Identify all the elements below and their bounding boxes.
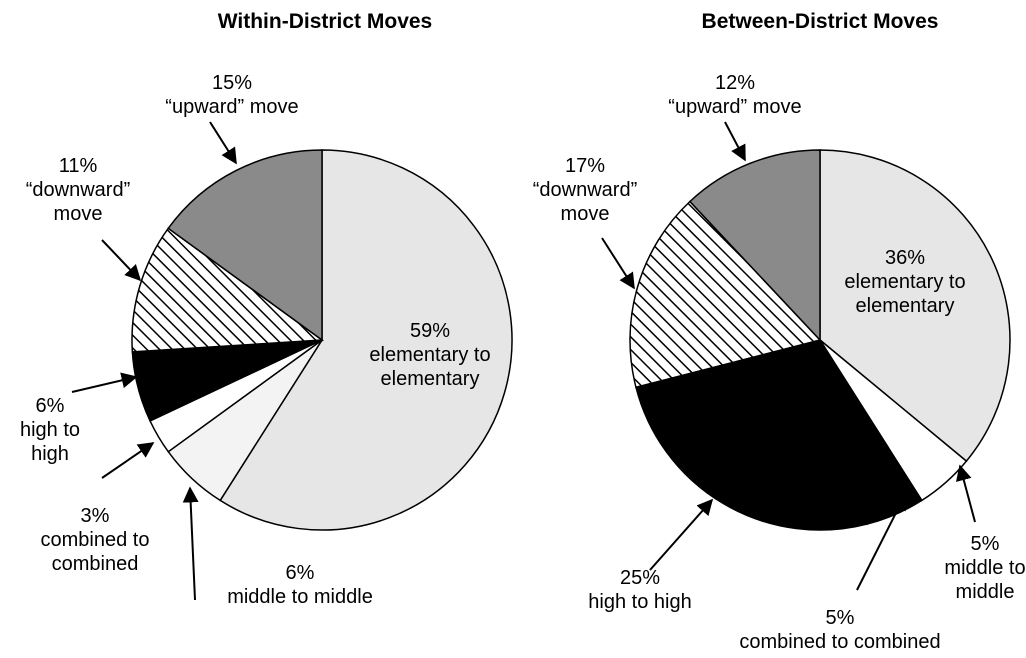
leader-arrow [182,486,199,601]
slice-label: 11% “downward” move [18,154,138,226]
leader-arrow [101,239,142,282]
pie-slice [167,149,323,342]
label-text: 25% [619,567,661,589]
label-text: high to high [588,591,692,613]
label-text: 6% [35,395,65,417]
slice-label: 15% “upward” move [157,71,307,119]
label-text: 36% [884,247,926,269]
slice-label: 25% high to high [560,566,720,614]
label-text: combined to combined [739,631,941,653]
pie-slice [219,149,513,531]
slice-label: 6% middle to middle [185,561,415,609]
pie-slice [688,149,821,342]
slice-label: 36% elementary to elementary [825,246,985,318]
slice-label: 5% middle to middle [940,532,1026,604]
chart-title: Within-District Moves [217,10,433,33]
leader-arrow [71,372,138,393]
leader-arrow [856,493,906,591]
pie-slice [635,339,869,531]
slice-label: 17% “downward” move [525,154,645,226]
label-text: elementary to elementary [844,271,966,317]
label-text: “downward” move [532,179,638,225]
leader-arrow [955,464,976,523]
slice-label: 59% elementary to elementary [350,319,510,391]
label-text: 15% [211,72,253,94]
label-text: 5% [825,607,855,629]
label-text: “downward” move [25,179,131,225]
slice-label: 5% combined to combined [720,606,960,654]
label-text: 12% [714,72,756,94]
pie-slice [629,200,822,389]
label-text: 17% [564,155,606,177]
label-text: 6% [285,562,315,584]
leader-arrow [209,121,237,165]
label-text: 11% [58,155,98,177]
label-text: “upward” move [165,96,299,118]
slice-label: 3% combined to combined [30,504,160,576]
label-text: middle to middle [227,586,373,608]
leader-arrow [649,498,714,571]
leader-arrow [724,121,746,162]
pie-slice [819,149,1011,463]
slice-label: 6% high to high [0,394,100,466]
label-text: 3% [80,505,110,527]
label-text: 59% [409,320,451,342]
slice-label: 12% “upward” move [660,71,810,119]
label-text: middle to middle [944,557,1026,603]
label-text: 5% [970,533,1000,555]
pie-slice [131,227,325,353]
label-text: elementary to elementary [369,344,491,390]
chart-title: Between-District Moves [701,10,939,33]
leader-arrow [101,442,155,479]
label-text: high to high [19,419,81,465]
leader-arrow [601,237,635,290]
label-text: “upward” move [668,96,802,118]
label-text: combined to combined [40,529,150,575]
